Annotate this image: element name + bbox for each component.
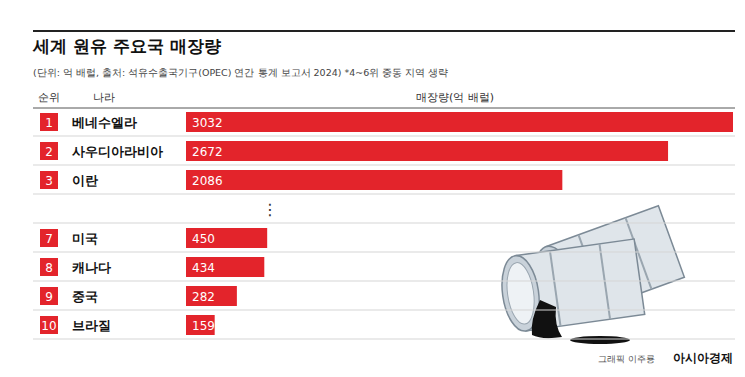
data-label: 2672	[192, 145, 223, 159]
category-header: 나라	[93, 91, 115, 104]
rank-box	[40, 287, 58, 305]
row-separator	[33, 223, 735, 224]
row-separator	[33, 165, 735, 166]
bar	[186, 315, 215, 335]
rank-box	[40, 258, 58, 276]
ellipsis: ⋮	[262, 200, 278, 219]
data-label: 282	[192, 290, 215, 304]
row-separator	[33, 194, 735, 195]
value-header: 매장량(억 배럴)	[416, 91, 494, 104]
bar	[186, 228, 267, 248]
chart: 세계 원유 주요국 매장량 (단위: 억 배럴, 출처: 석유수출국기구(OPEC…	[0, 0, 745, 377]
category-label: 캐나다	[72, 260, 111, 275]
header-rule	[33, 108, 735, 109]
rank-box	[40, 113, 58, 131]
row-separator	[33, 310, 735, 311]
top-rule	[33, 30, 735, 32]
bar	[186, 170, 562, 190]
bar	[186, 257, 264, 277]
bar	[186, 286, 237, 306]
category-label: 이란	[72, 173, 98, 188]
title: 세계 원유 주요국 매장량	[32, 36, 221, 56]
category-label: 중국	[72, 289, 98, 304]
category-label: 사우디아라비아	[72, 144, 163, 159]
credit: 그래픽 이주룡	[598, 354, 655, 364]
rank-label: 7	[45, 232, 53, 246]
rank-header: 순위	[38, 91, 60, 104]
row-separator	[33, 281, 735, 282]
oil-spill	[532, 300, 562, 338]
rank-box	[40, 316, 58, 334]
row-separator	[33, 339, 735, 340]
barrel	[497, 239, 644, 333]
row-separator	[33, 136, 735, 137]
category-label: 브라질	[72, 318, 111, 333]
rank-box	[40, 229, 58, 247]
row-separator	[33, 252, 735, 253]
barrel-lid	[503, 261, 537, 326]
rank-box	[40, 142, 58, 160]
rank-label: 2	[45, 145, 53, 159]
subtitle: (단위: 억 배럴, 출처: 석유수출국기구(OPEC) 연간 통계 보고서 2…	[33, 67, 448, 78]
data-label: 159	[192, 319, 215, 333]
rank-label: 9	[45, 290, 53, 304]
bar	[186, 112, 733, 132]
bar	[186, 141, 668, 161]
category-label: 베네수엘라	[72, 115, 137, 130]
data-label: 450	[192, 232, 215, 246]
rank-label: 3	[45, 174, 53, 188]
publisher: 아시아경제	[673, 351, 733, 365]
rank-label: 8	[45, 261, 53, 275]
barrel-hoop	[599, 244, 610, 319]
oil-puddle	[570, 336, 630, 344]
rank-label: 1	[45, 116, 53, 130]
rank-label: 10	[41, 319, 56, 333]
data-label: 2086	[192, 174, 223, 188]
barrel-illustration	[497, 206, 684, 344]
data-label: 434	[192, 261, 215, 275]
data-label: 3032	[192, 116, 223, 130]
category-label: 미국	[72, 231, 98, 246]
rank-box	[40, 171, 58, 189]
